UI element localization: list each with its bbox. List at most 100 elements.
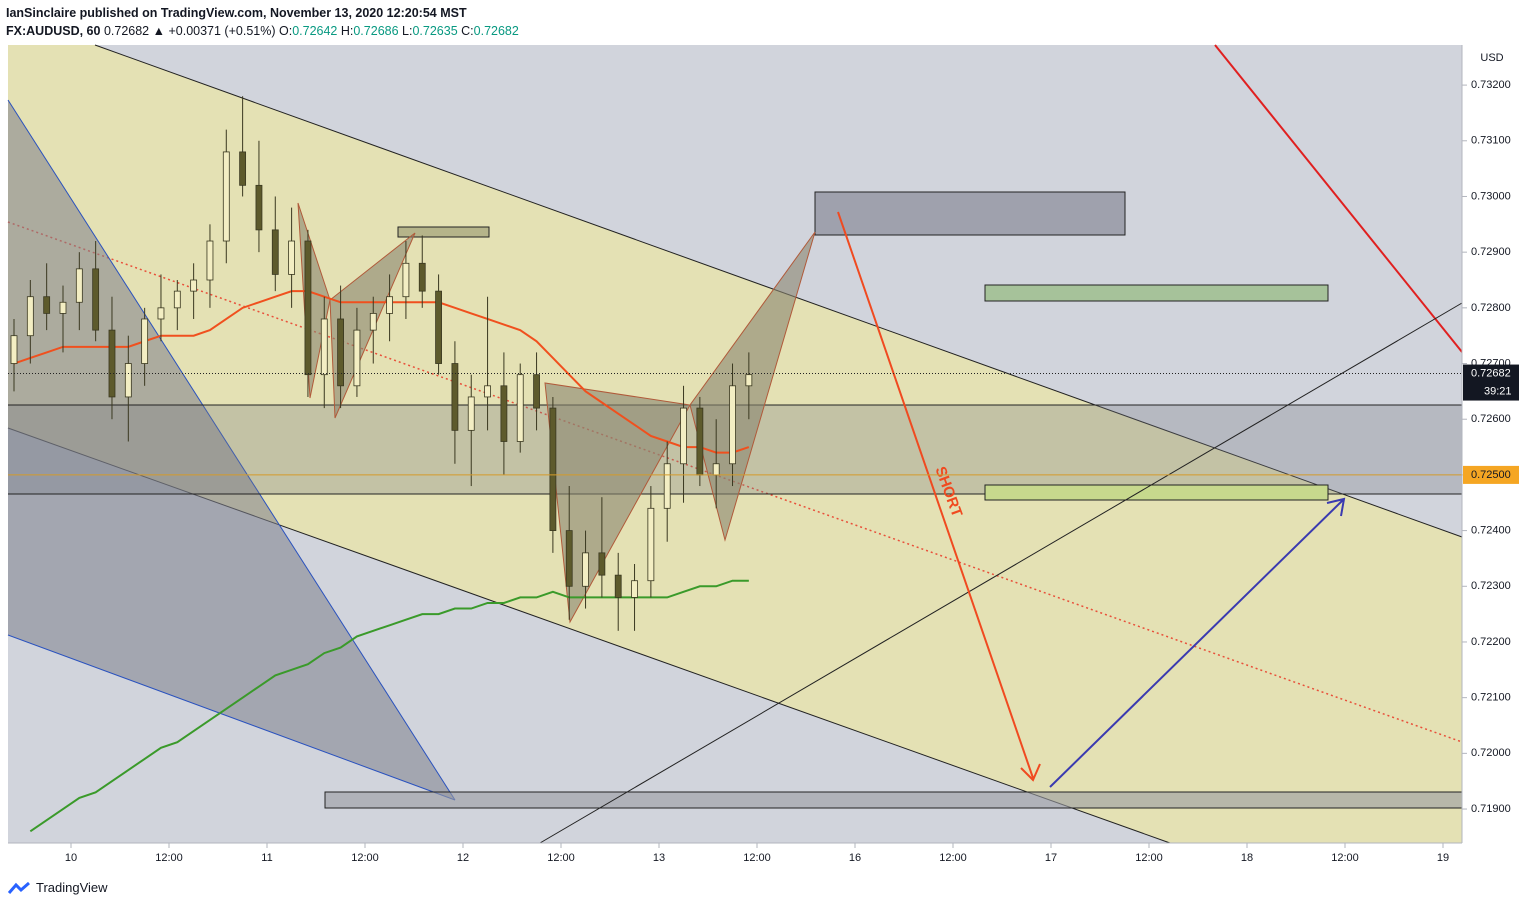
box xyxy=(397,226,490,238)
candle-body xyxy=(614,574,622,598)
candle-body xyxy=(271,229,279,275)
candle-body xyxy=(663,463,671,509)
candle-body xyxy=(418,262,426,292)
candle-body xyxy=(598,552,606,576)
x-tick-label: 19 xyxy=(1437,852,1449,864)
short-arrow xyxy=(837,211,1034,779)
candle-body xyxy=(369,313,377,331)
candle-body xyxy=(157,307,165,320)
y-tick-label: 0.71900 xyxy=(1471,803,1511,815)
x-tick-label: 12:00 xyxy=(547,852,575,864)
publisher-text: IanSinclaire published on TradingView.co… xyxy=(6,6,467,20)
h-label: H: xyxy=(340,24,354,38)
candle-body xyxy=(206,240,214,281)
candle-body xyxy=(451,363,459,431)
candle-body xyxy=(565,530,573,587)
y-tick-label: 0.72400 xyxy=(1471,525,1511,537)
candle-body xyxy=(190,279,198,292)
o-label: O: xyxy=(278,24,293,38)
marks xyxy=(8,96,1462,833)
candle-body xyxy=(239,151,247,186)
header: IanSinclaire published on TradingView.co… xyxy=(6,4,519,40)
x-tick-label: 12:00 xyxy=(1135,852,1163,864)
candle-body xyxy=(549,407,557,531)
x-tick-label: 16 xyxy=(849,852,861,864)
y-tick-label: 0.73100 xyxy=(1471,135,1511,147)
box xyxy=(984,484,1329,501)
h-value: 0.72686 xyxy=(353,24,399,38)
footer: TradingView xyxy=(8,880,108,895)
o-value: 0.72642 xyxy=(292,24,338,38)
candle-body xyxy=(75,268,83,303)
box xyxy=(324,791,1463,809)
candle-body xyxy=(484,385,491,398)
axes: 0.732000.731000.730000.729000.728000.727… xyxy=(65,79,1519,864)
candle-body xyxy=(729,385,736,465)
candle-body xyxy=(386,296,393,314)
candle-body xyxy=(337,318,345,387)
level-box xyxy=(1463,465,1519,484)
x-tick-label: 13 xyxy=(653,852,665,864)
chart: SHORT USD 0.732000.731000.730000.729000.… xyxy=(0,44,1530,875)
ma-line xyxy=(13,290,750,454)
box xyxy=(984,284,1329,302)
y-tick-label: 0.72200 xyxy=(1471,636,1511,648)
x-tick-label: 12:00 xyxy=(1331,852,1359,864)
footer-text: TradingView xyxy=(36,880,108,895)
candle-body xyxy=(696,407,704,476)
candle-body xyxy=(92,268,100,331)
candle-body xyxy=(402,262,410,298)
last-price-label: 0.72682 xyxy=(1471,367,1511,379)
candle-body xyxy=(533,374,540,409)
change: ▲ +0.00371 (+0.51%) xyxy=(152,24,276,38)
long-arrowhead xyxy=(1326,497,1346,517)
candle-body xyxy=(680,407,687,465)
currency: USD xyxy=(1480,52,1503,64)
candle-body xyxy=(288,240,296,275)
candle-body xyxy=(108,329,116,398)
candle-body xyxy=(255,184,263,231)
x-tick-label: 10 xyxy=(65,852,77,864)
l-value: 0.72635 xyxy=(412,24,458,38)
wedge-edge xyxy=(7,634,456,801)
candle-body xyxy=(712,463,720,476)
y-tick-label: 0.72000 xyxy=(1471,747,1511,759)
candle-body xyxy=(26,296,34,337)
last-price-box xyxy=(1463,364,1519,401)
x-tick-label: 11 xyxy=(261,852,272,864)
candle-body xyxy=(173,290,181,309)
candle-body xyxy=(10,335,18,364)
candle-body xyxy=(582,552,589,587)
trend-line xyxy=(539,302,1463,844)
price: 0.72682 xyxy=(103,24,150,38)
candle-body xyxy=(43,296,51,314)
candle-body xyxy=(320,318,328,376)
time-axis xyxy=(0,843,1462,875)
candle-body xyxy=(222,151,230,242)
price-axis xyxy=(1462,45,1530,875)
c-value: 0.72682 xyxy=(473,24,519,38)
pattern xyxy=(689,231,816,542)
x-tick-label: 12 xyxy=(457,852,469,864)
y-tick-label: 0.72600 xyxy=(1471,413,1511,425)
candle-body xyxy=(124,363,132,398)
long-arrow xyxy=(1049,499,1344,788)
candle-body xyxy=(353,329,361,387)
level-label: 0.72500 xyxy=(1471,469,1511,481)
short-arrowhead xyxy=(1020,763,1041,782)
candle-body xyxy=(141,318,149,364)
y-tick-label: 0.73000 xyxy=(1471,190,1511,202)
candle-body xyxy=(516,374,524,442)
x-tick-label: 18 xyxy=(1241,852,1253,864)
channel-mid xyxy=(7,221,1463,743)
candle-body xyxy=(745,374,753,387)
symbol-line: FX:AUDUSD, 60 0.72682 ▲ +0.00371 (+0.51%… xyxy=(6,22,519,40)
x-tick-label: 12:00 xyxy=(939,852,967,864)
candle-body xyxy=(631,580,638,598)
y-tick-label: 0.72900 xyxy=(1471,246,1511,258)
wedge-edge xyxy=(7,99,456,801)
candle-body xyxy=(304,240,312,376)
candle-body xyxy=(647,507,655,582)
symbol: FX:AUDUSD, 60 xyxy=(6,24,101,38)
